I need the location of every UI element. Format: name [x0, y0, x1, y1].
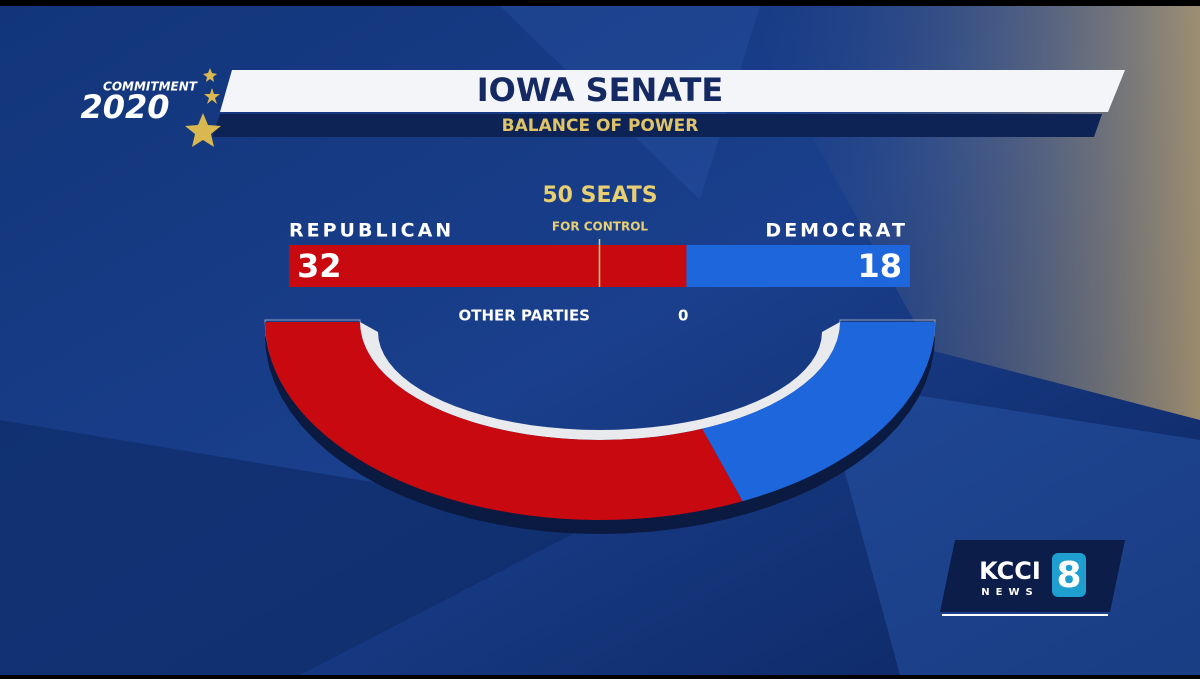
- subtitle: BALANCE OF POWER: [502, 116, 699, 136]
- background-facet: [0, 420, 600, 675]
- brand-event: COMMITMENT: [103, 80, 198, 94]
- channel-number: 8: [1056, 555, 1081, 596]
- legend-label: REPUBLICAN: [289, 220, 454, 242]
- ring-segment: [265, 322, 743, 520]
- bar-segment: [289, 245, 687, 287]
- channel-badge: [1052, 553, 1086, 597]
- bar-segment: [686, 245, 910, 287]
- bar-value: 32: [297, 247, 342, 285]
- title-banner: [220, 70, 1125, 112]
- other-label: OTHER PARTIES: [458, 307, 590, 325]
- legend-label: DEMOCRAT: [765, 220, 908, 242]
- other-value: 0: [678, 307, 688, 325]
- control-label: 50 SEATS: [542, 183, 657, 208]
- title: IOWA SENATE: [477, 71, 724, 109]
- control-sublabel: FOR CONTROL: [552, 220, 648, 234]
- star-icon: [203, 68, 217, 82]
- station-name: KCCI: [979, 557, 1041, 585]
- star-icon: [185, 113, 221, 147]
- station-sub: NEWS: [981, 587, 1038, 598]
- brand-year: 2020: [80, 88, 169, 126]
- star-icon: [204, 88, 220, 104]
- ring-segment: [702, 322, 935, 502]
- subtitle-banner: [212, 114, 1102, 137]
- bar-value: 18: [857, 247, 902, 285]
